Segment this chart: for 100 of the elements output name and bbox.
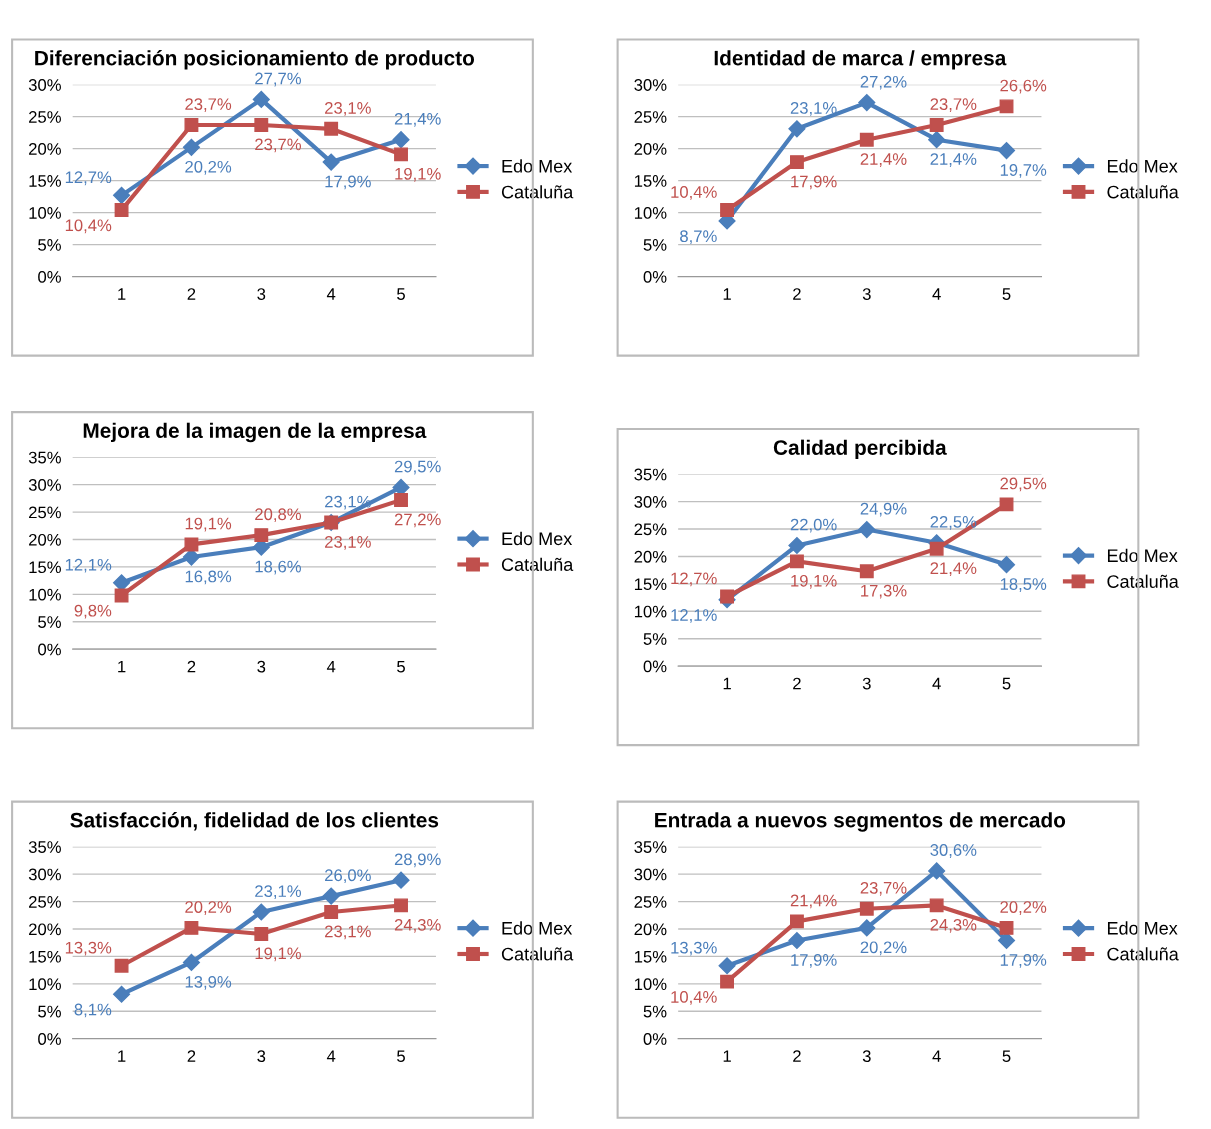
chart-title: Entrada a nuevos segmentos de mercado [655, 812, 1066, 832]
x-tick-label: 2 [793, 677, 801, 690]
data-label: 23,1% [325, 925, 371, 940]
y-tick-label: 25% [634, 523, 667, 536]
data-label: 30,6% [930, 844, 977, 858]
data-label: 26,0% [325, 869, 371, 884]
legend-label: Cataluña [501, 947, 574, 961]
data-label: 19,7% [1000, 164, 1047, 178]
data-label: 23,7% [185, 98, 232, 112]
point [859, 132, 874, 147]
data-label: 16,8% [185, 570, 232, 585]
legend-label: Cataluña [501, 557, 574, 571]
point [929, 541, 944, 556]
data-label: 8,7% [680, 230, 717, 245]
y-tick-label: 15% [29, 561, 61, 574]
y-tick-label: 30% [28, 868, 61, 881]
y-tick-label: 25% [634, 111, 667, 123]
x-tick-label: 2 [187, 288, 196, 300]
y-tick-label: 15% [29, 175, 61, 187]
y-tick-label: 10% [634, 978, 667, 991]
data-label: 12,7% [671, 572, 717, 587]
point [999, 99, 1014, 114]
x-tick-label: 3 [862, 1050, 871, 1063]
x-tick-label: 4 [932, 1050, 941, 1062]
x-tick-label: 1 [118, 288, 126, 300]
point [929, 898, 944, 913]
data-label: 12,1% [671, 609, 717, 623]
data-label: 17,9% [791, 954, 837, 968]
point [928, 131, 946, 149]
data-label: 29,5% [394, 460, 441, 475]
y-tick-label: 20% [634, 143, 667, 155]
x-tick-label: 3 [862, 677, 871, 690]
y-tick-label: 5% [38, 1005, 61, 1018]
y-tick-label: 25% [634, 895, 667, 908]
point [254, 926, 269, 941]
data-label: 27,2% [860, 75, 907, 90]
chart-title: Identidad de marca / empresa [714, 50, 1007, 70]
data-label: 24,9% [860, 502, 907, 517]
point [788, 120, 806, 138]
point [788, 931, 806, 950]
data-label: 23,1% [255, 885, 301, 899]
point [999, 497, 1014, 512]
point [789, 155, 804, 170]
y-tick-label: 5% [643, 1005, 667, 1018]
x-tick-label: 3 [862, 288, 871, 300]
data-label: 10,4% [671, 186, 717, 200]
point [789, 914, 804, 929]
point [859, 901, 874, 916]
point [182, 138, 200, 156]
data-label: 8,1% [74, 1003, 112, 1018]
point [184, 118, 199, 132]
data-label: 20,2% [1000, 901, 1047, 915]
legend-label: Edo Mex [1107, 159, 1178, 173]
point [113, 985, 131, 1003]
point [322, 887, 340, 905]
y-tick-label: 10% [29, 207, 61, 219]
point [392, 131, 410, 149]
data-label: 27,2% [394, 513, 441, 528]
point [858, 521, 876, 539]
data-label: 19,1% [395, 167, 441, 182]
point [789, 554, 804, 569]
y-tick-label: 0% [38, 1033, 61, 1045]
x-tick-label: 1 [118, 660, 126, 673]
point [252, 90, 270, 108]
y-tick-label: 5% [643, 633, 667, 645]
legend-label: Edo Mex [502, 921, 573, 935]
y-tick-label: 5% [38, 239, 61, 251]
x-tick-label: 2 [187, 1050, 196, 1062]
data-label: 22,0% [790, 518, 837, 533]
y-tick-label: 20% [634, 923, 667, 936]
y-tick-label: 25% [29, 895, 61, 908]
data-label: 20,2% [185, 901, 232, 915]
data-label: 18,5% [1000, 578, 1047, 592]
y-tick-label: 5% [643, 239, 667, 251]
y-tick-label: 5% [38, 616, 61, 628]
y-tick-label: 25% [29, 506, 61, 519]
point [997, 556, 1016, 574]
y-tick-label: 20% [634, 550, 667, 563]
y-tick-label: 25% [29, 111, 61, 123]
y-tick-label: 15% [29, 950, 61, 963]
data-label: 17,9% [791, 175, 837, 190]
y-tick-label: 15% [634, 175, 667, 187]
point [394, 493, 408, 507]
x-tick-label: 1 [118, 1050, 126, 1062]
point [324, 121, 339, 136]
point [929, 118, 944, 132]
x-tick-label: 2 [793, 1050, 801, 1062]
chart-title: Calidad percibida [773, 439, 947, 460]
data-label: 21,4% [860, 153, 907, 167]
data-label: 21,4% [790, 894, 837, 909]
x-tick-label: 2 [187, 660, 196, 673]
data-label: 19,1% [255, 947, 301, 962]
data-label: 20,2% [860, 941, 907, 956]
point [394, 147, 408, 162]
point [114, 958, 129, 973]
y-tick-label: 0% [643, 1033, 667, 1045]
point [182, 953, 200, 972]
data-label: 13,3% [671, 941, 717, 956]
y-tick-label: 30% [28, 479, 61, 491]
data-label: 12,7% [65, 171, 112, 186]
